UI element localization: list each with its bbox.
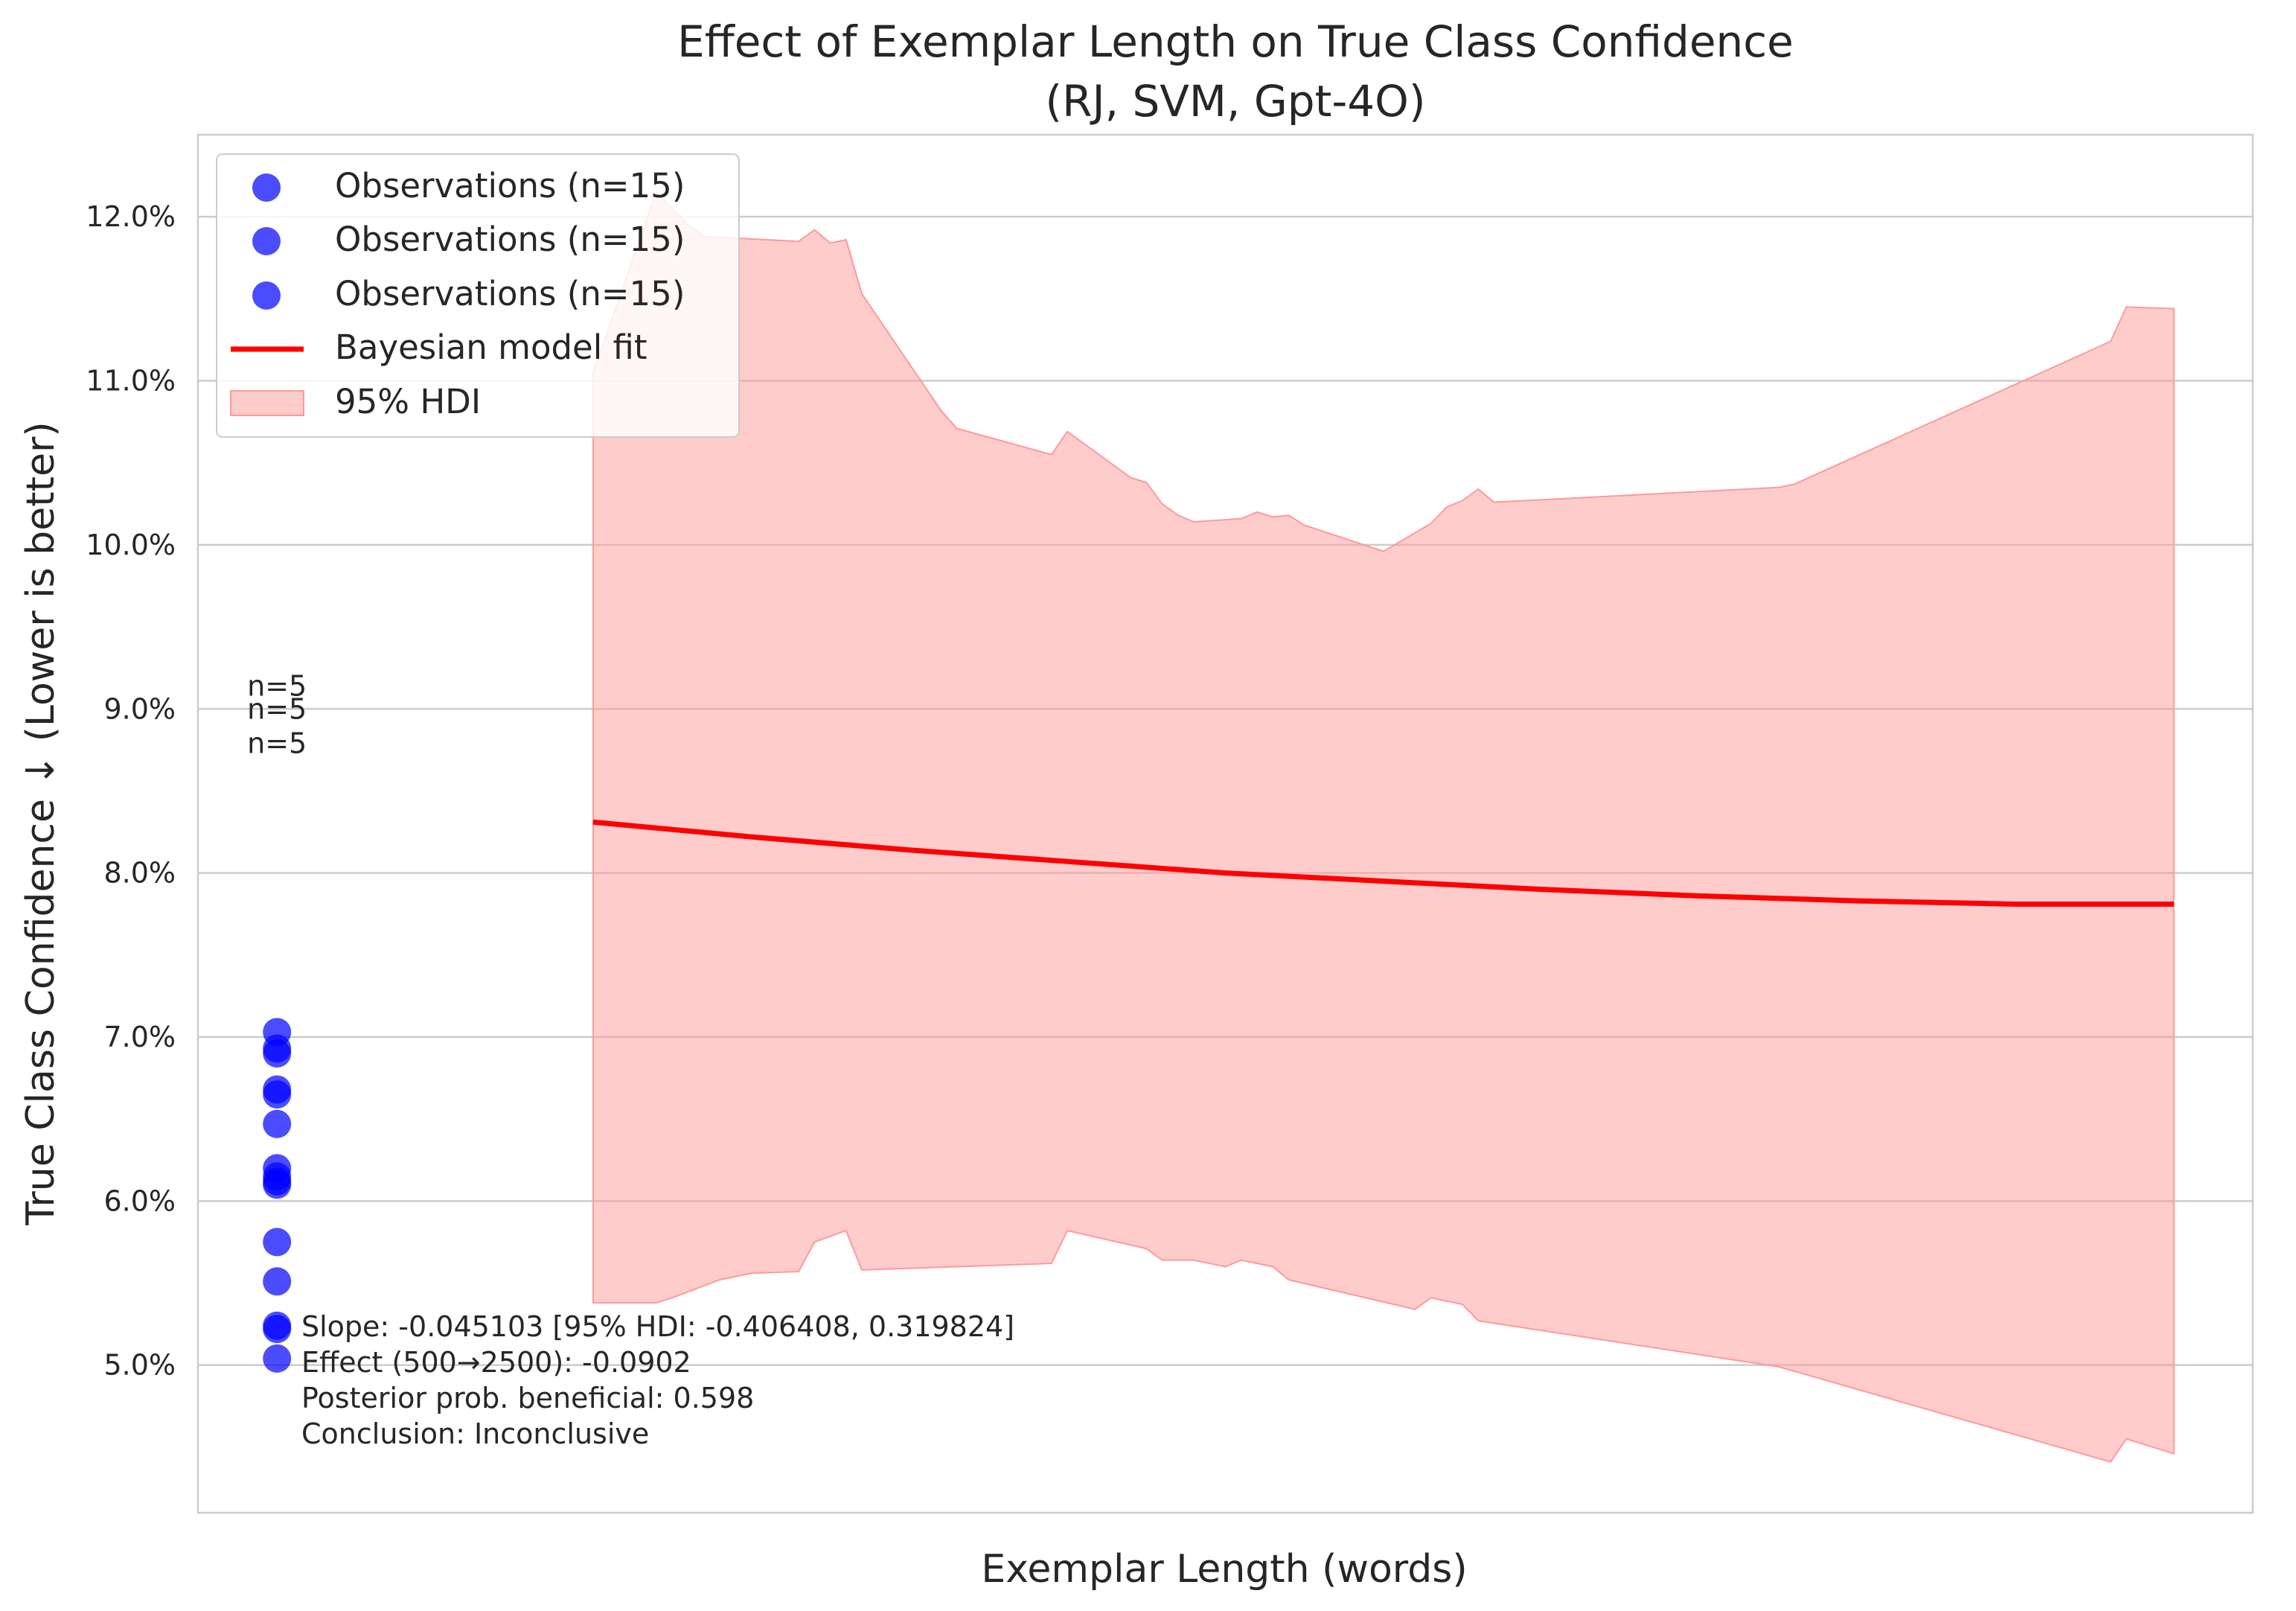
x-axis-label: Exemplar Length (words): [981, 1547, 1467, 1592]
hdi-band: [592, 191, 2175, 1463]
legend-label-hdi: 95% HDI: [335, 382, 481, 421]
hdi-band-layer: [592, 191, 2175, 1463]
legend-label-fit-line: Bayesian model fit: [335, 328, 647, 367]
observation-point: [263, 1109, 292, 1138]
legend-marker-observations-2: [252, 227, 281, 255]
bayesian-fit-line: [592, 819, 2174, 907]
annotation-posterior: Posterior prob. beneficial: 0.598: [301, 1382, 754, 1414]
legend-marker-observations-1: [252, 173, 281, 202]
y-tick-labels: 5.0% 6.0% 7.0% 8.0% 9.0% 10.0% 11.0% 12.0%: [86, 200, 176, 1382]
y-tick-label: 9.0%: [103, 692, 176, 725]
observation-point: [263, 1170, 292, 1199]
count-labels: n=5n=5n=5: [247, 669, 307, 759]
legend-box: [216, 153, 740, 438]
y-axis-label: True Class Confidence ↓ (Lower is better…: [19, 421, 63, 1225]
annotation-effect: Effect (500→2500): -0.0902: [301, 1346, 691, 1379]
y-tick-label: 10.0%: [86, 529, 176, 561]
annotation-conclusion: Conclusion: Inconclusive: [301, 1417, 649, 1450]
legend: Observations (n=15) Observations (n=15) …: [216, 153, 740, 438]
annotation-slope: Slope: -0.045103 [95% HDI: -0.406408, 0.…: [301, 1310, 1014, 1343]
y-tick-label: 5.0%: [103, 1349, 176, 1382]
y-tick-label: 8.0%: [103, 857, 176, 890]
plot-frame: [196, 133, 2254, 1514]
legend-label-observations-1: Observations (n=15): [335, 166, 685, 205]
y-tick-label: 11.0%: [86, 365, 176, 398]
observation-point: [263, 1228, 292, 1257]
y-tick-label: 7.0%: [103, 1021, 176, 1053]
observation-points-layer: [263, 1018, 292, 1373]
observation-point: [263, 1039, 292, 1068]
legend-label-observations-2: Observations (n=15): [335, 220, 685, 259]
chart-subtitle: (RJ, SVM, Gpt-4O): [1046, 76, 1426, 127]
legend-label-observations-3: Observations (n=15): [335, 274, 685, 313]
chart-title: Effect of Exemplar Length on True Class …: [677, 16, 1794, 67]
observation-point: [263, 1267, 292, 1296]
legend-marker-observations-3: [252, 281, 281, 310]
count-label: n=5: [247, 727, 307, 760]
annotation-background: [295, 1304, 1105, 1353]
fit-line-layer: [592, 819, 2174, 907]
y-tick-label: 12.0%: [86, 200, 176, 233]
count-label: n=5: [247, 669, 307, 702]
stats-annotation: Slope: -0.045103 [95% HDI: -0.406408, 0.…: [295, 1304, 1105, 1450]
count-label: n=5: [247, 692, 307, 725]
observation-point: [263, 1344, 292, 1373]
legend-marker-hdi: [230, 390, 304, 416]
observation-point: [263, 1315, 292, 1344]
observation-point: [263, 1080, 292, 1109]
y-tick-label: 6.0%: [103, 1184, 176, 1217]
